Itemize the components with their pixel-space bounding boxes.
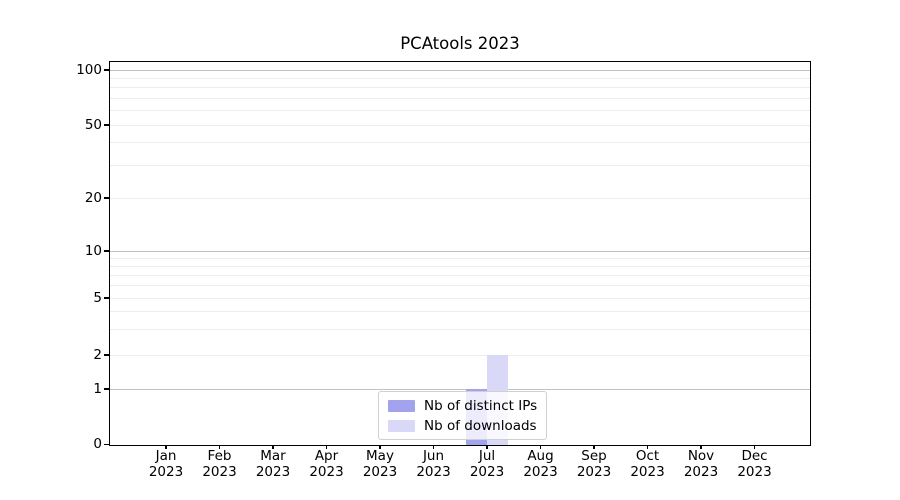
y-axis-tick-label: 2 [93, 346, 102, 363]
gridline-minor [110, 87, 810, 89]
x-axis-tick-label: Nov 2023 [683, 448, 719, 480]
gridline-major [110, 69, 810, 71]
gridline-minor [110, 110, 810, 112]
x-axis-tick [272, 444, 274, 450]
x-axis-tick [218, 444, 221, 450]
y-axis-tick [104, 297, 109, 299]
x-axis-tick [753, 444, 756, 450]
gridline-minor [110, 142, 810, 144]
legend-label-downloads: Nb of downloads [424, 417, 537, 434]
gridline-minor [110, 274, 810, 276]
x-axis-tick [432, 444, 435, 450]
x-axis-tick-label: May 2023 [362, 448, 398, 480]
gridline-minor [110, 197, 810, 199]
gridline-minor [110, 165, 810, 167]
gridline-minor [110, 77, 810, 79]
y-axis-tick-label: 1 [93, 380, 102, 397]
legend-swatch-distinct-ips [388, 399, 415, 412]
y-axis-tick-label: 100 [76, 61, 102, 78]
legend-row: Nb of downloads [388, 417, 537, 434]
chart-title: PCAtools 2023 [400, 34, 520, 53]
gridline-major [110, 250, 810, 252]
gridline-minor [110, 329, 810, 331]
x-axis-tick-label: Aug 2023 [523, 448, 558, 480]
y-axis-tick-label: 0 [93, 436, 102, 453]
x-axis-tick-label: Oct 2023 [630, 448, 665, 480]
x-axis-tick [700, 444, 702, 450]
x-axis-tick [379, 444, 381, 450]
y-axis-tick [104, 250, 109, 252]
gridline-minor [110, 311, 810, 313]
gridline-minor [110, 124, 810, 126]
x-axis-tick-label: Jun 2023 [416, 448, 451, 480]
x-axis-tick-label: Apr 2023 [309, 448, 344, 480]
x-axis-tick [646, 444, 649, 450]
gridline-minor [110, 265, 810, 267]
gridline-minor [110, 354, 810, 356]
y-axis-tick [104, 197, 109, 199]
gridline-minor [110, 285, 810, 287]
x-axis-tick-label: Feb 2023 [202, 448, 237, 480]
gridline-minor [110, 257, 810, 259]
gridline-minor [110, 297, 810, 299]
legend-row: Nb of distinct IPs [388, 397, 537, 414]
gridline-minor [110, 97, 810, 99]
x-axis-tick-label: Dec 2023 [737, 448, 772, 480]
x-axis-tick-label: Jul 2023 [469, 448, 505, 480]
x-axis-tick-label: Mar 2023 [255, 448, 291, 480]
y-axis-tick [104, 69, 109, 71]
legend-swatch-downloads [388, 419, 415, 432]
y-axis-tick-label: 10 [84, 242, 102, 259]
x-axis-tick [325, 444, 328, 450]
y-axis-tick [104, 443, 109, 446]
y-axis-tick-label: 20 [84, 189, 102, 206]
x-axis-tick-label: Jan 2023 [148, 448, 184, 480]
y-axis-tick [104, 354, 109, 356]
x-axis-tick [165, 444, 167, 450]
x-axis-tick-label: Sep 2023 [576, 448, 612, 480]
x-axis-tick [486, 444, 488, 450]
y-axis-tick [104, 388, 109, 390]
y-axis-tick-label: 50 [84, 116, 102, 133]
legend-label-distinct-ips: Nb of distinct IPs [424, 397, 538, 414]
y-axis-tick-label: 5 [93, 289, 102, 306]
x-axis-tick [593, 444, 595, 450]
y-axis-tick [104, 124, 109, 126]
legend: Nb of distinct IPs Nb of downloads [378, 391, 548, 440]
x-axis-tick [539, 444, 542, 450]
gridline-major [110, 388, 810, 390]
